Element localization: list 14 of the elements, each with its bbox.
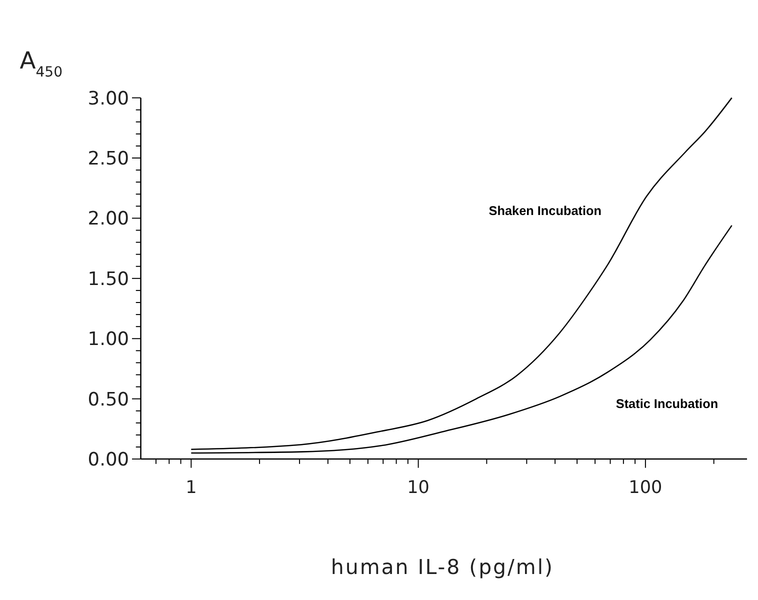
x-tick-label: 10: [407, 478, 430, 498]
y-tick-label: 1.50: [88, 268, 130, 290]
y-tick-label: 2.50: [88, 148, 130, 170]
text: Shaken Incubation: [488, 204, 602, 218]
x-tick-label: 100: [628, 478, 662, 498]
y-axis-title: A$_{450}$: [20, 46, 63, 81]
text: Static Incubation: [616, 397, 718, 412]
y-tick-label: 0.50: [88, 389, 130, 410]
y-tick-label: 1.00: [88, 329, 130, 350]
y-tick-label: 0.00: [88, 450, 130, 471]
x-tick-label: 1: [186, 478, 197, 498]
y-tick-label: 3.00: [88, 88, 130, 110]
x-axis-title: human IL-8 (pg/ml): [330, 555, 554, 580]
y-tick-label: 2.00: [88, 208, 130, 230]
